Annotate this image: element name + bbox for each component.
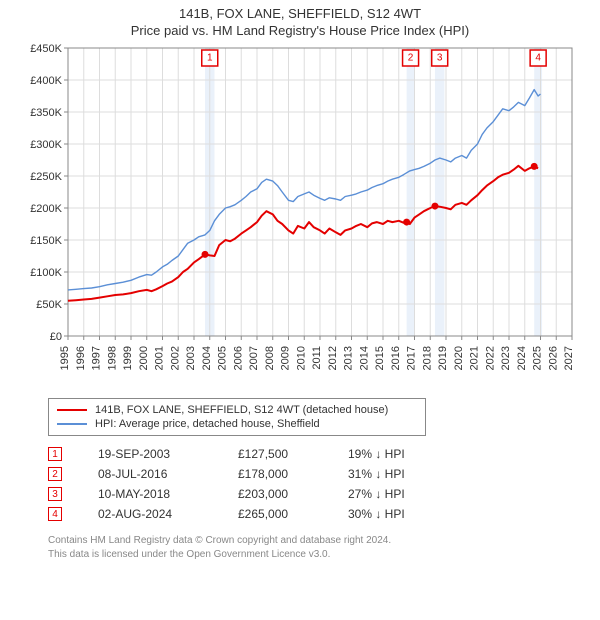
sale-delta: 31% ↓ HPI [348, 467, 468, 481]
svg-text:2022: 2022 [484, 346, 496, 370]
sale-date: 08-JUL-2016 [98, 467, 238, 481]
legend-swatch [57, 423, 87, 425]
svg-text:2000: 2000 [138, 346, 150, 370]
sale-row: 2 08-JUL-2016 £178,000 31% ↓ HPI [48, 464, 600, 484]
svg-text:£0: £0 [50, 331, 62, 343]
legend: 141B, FOX LANE, SHEFFIELD, S12 4WT (deta… [48, 398, 426, 436]
svg-text:2003: 2003 [185, 346, 197, 370]
svg-text:£150K: £150K [30, 235, 62, 247]
svg-text:1996: 1996 [75, 346, 87, 370]
svg-text:£250K: £250K [30, 171, 62, 183]
report-container: 141B, FOX LANE, SHEFFIELD, S12 4WT Price… [0, 0, 600, 561]
svg-text:£450K: £450K [30, 43, 62, 55]
svg-text:2001: 2001 [154, 346, 166, 370]
legend-row: 141B, FOX LANE, SHEFFIELD, S12 4WT (deta… [57, 403, 417, 417]
svg-text:£300K: £300K [30, 139, 62, 151]
svg-text:2025: 2025 [532, 346, 544, 370]
title-block: 141B, FOX LANE, SHEFFIELD, S12 4WT Price… [0, 0, 600, 42]
svg-text:1999: 1999 [122, 346, 134, 370]
svg-text:2006: 2006 [232, 346, 244, 370]
sale-marker-icon: 4 [48, 507, 62, 521]
sale-price: £265,000 [238, 507, 348, 521]
sale-price: £127,500 [238, 447, 348, 461]
svg-text:2019: 2019 [437, 346, 449, 370]
legend-label: 141B, FOX LANE, SHEFFIELD, S12 4WT (deta… [95, 404, 388, 416]
sale-delta: 19% ↓ HPI [348, 447, 468, 461]
chart-svg: £0 £50K £100K £150K £200K £250K £300K £350K £400… [20, 42, 580, 392]
svg-text:1998: 1998 [106, 346, 118, 370]
sale-row: 3 10-MAY-2018 £203,000 27% ↓ HPI [48, 484, 600, 504]
svg-text:2023: 2023 [500, 346, 512, 370]
sale-price: £178,000 [238, 467, 348, 481]
footer-line: This data is licensed under the Open Gov… [48, 548, 600, 562]
footer: Contains HM Land Registry data © Crown c… [48, 534, 600, 561]
sale-row: 4 02-AUG-2024 £265,000 30% ↓ HPI [48, 504, 600, 524]
sales-table: 1 19-SEP-2003 £127,500 19% ↓ HPI 2 08-JU… [48, 444, 600, 524]
sale-row: 1 19-SEP-2003 £127,500 19% ↓ HPI [48, 444, 600, 464]
svg-text:£100K: £100K [30, 267, 62, 279]
sale-delta: 30% ↓ HPI [348, 507, 468, 521]
sale-date: 10-MAY-2018 [98, 487, 238, 501]
svg-text:2014: 2014 [358, 346, 370, 370]
svg-text:1: 1 [207, 53, 213, 64]
svg-text:2020: 2020 [453, 346, 465, 370]
svg-text:3: 3 [437, 53, 443, 64]
sale-price: £203,000 [238, 487, 348, 501]
svg-text:2008: 2008 [264, 346, 276, 370]
sale-marker-icon: 3 [48, 487, 62, 501]
sale-date: 19-SEP-2003 [98, 447, 238, 461]
svg-text:2012: 2012 [327, 346, 339, 370]
title-sub: Price paid vs. HM Land Registry's House … [0, 23, 600, 38]
sale-delta: 27% ↓ HPI [348, 487, 468, 501]
svg-text:2004: 2004 [201, 346, 213, 370]
svg-text:1997: 1997 [91, 346, 103, 370]
svg-text:2005: 2005 [217, 346, 229, 370]
svg-text:2018: 2018 [421, 346, 433, 370]
svg-text:2015: 2015 [374, 346, 386, 370]
footer-line: Contains HM Land Registry data © Crown c… [48, 534, 600, 548]
legend-swatch [57, 409, 87, 411]
legend-label: HPI: Average price, detached house, Shef… [95, 418, 320, 430]
svg-text:£400K: £400K [30, 75, 62, 87]
svg-text:£200K: £200K [30, 203, 62, 215]
sale-marker-icon: 1 [48, 447, 62, 461]
svg-text:2027: 2027 [563, 346, 575, 370]
legend-row: HPI: Average price, detached house, Shef… [57, 417, 417, 431]
svg-text:2024: 2024 [516, 346, 528, 370]
svg-text:1995: 1995 [59, 346, 71, 370]
svg-text:2021: 2021 [469, 346, 481, 370]
svg-text:2007: 2007 [248, 346, 260, 370]
svg-text:2026: 2026 [547, 346, 559, 370]
svg-text:2010: 2010 [295, 346, 307, 370]
svg-text:£50K: £50K [36, 299, 62, 311]
svg-text:2017: 2017 [406, 346, 418, 370]
title-main: 141B, FOX LANE, SHEFFIELD, S12 4WT [0, 6, 600, 21]
svg-text:£350K: £350K [30, 107, 62, 119]
svg-text:2: 2 [408, 53, 414, 64]
svg-text:4: 4 [535, 53, 541, 64]
svg-text:2016: 2016 [390, 346, 402, 370]
svg-text:2009: 2009 [280, 346, 292, 370]
sale-marker-icon: 2 [48, 467, 62, 481]
svg-text:2002: 2002 [169, 346, 181, 370]
svg-text:2011: 2011 [311, 346, 323, 370]
svg-text:2013: 2013 [343, 346, 355, 370]
price-chart: £0 £50K £100K £150K £200K £250K £300K £350K £400… [20, 42, 580, 392]
sale-date: 02-AUG-2024 [98, 507, 238, 521]
